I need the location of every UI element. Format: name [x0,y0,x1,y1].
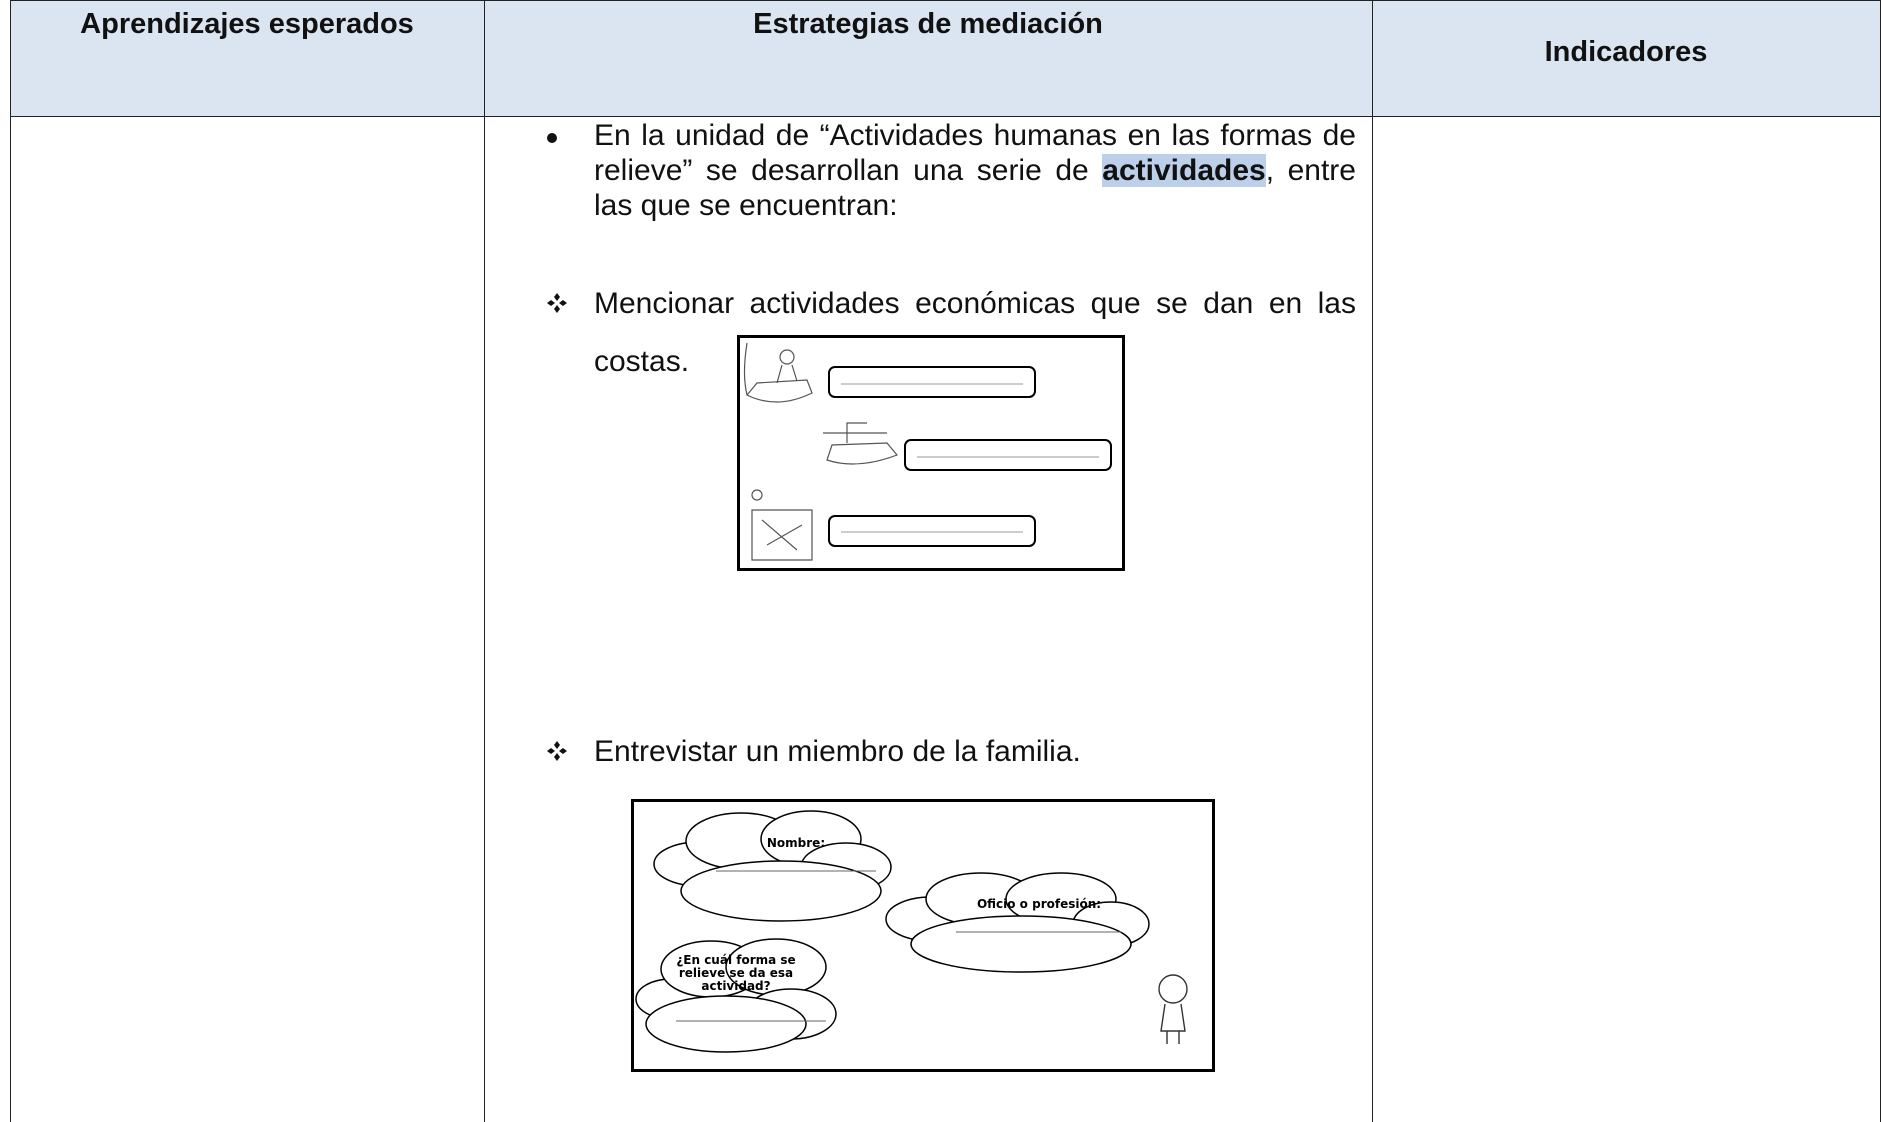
border [10,116,1881,117]
bullet [547,133,557,143]
text: , entre las que se encuentran: [594,154,1356,222]
column-header: Aprendizajes esperados [80,8,414,40]
intro-paragraph: En la unidad de “Actividades humanas en … [594,118,1356,223]
border [484,0,485,1122]
header-row [10,1,1881,116]
border [1372,0,1373,1122]
bullet [547,293,567,313]
column-header: Indicadores [1544,36,1708,68]
worksheet-label: Nombre: [767,836,825,850]
worksheet-label: Oficio o profesión: [977,897,1101,911]
bullet [547,741,567,761]
border [10,0,11,1122]
text: En la unidad de “Actividades humanas en … [594,119,1356,187]
item-text: Mencionar actividades económicas que se … [594,287,1356,378]
column-header: Estrategias de mediación [753,8,1103,40]
bold-text: actividades [1102,154,1266,187]
illustration-coast [737,335,1125,571]
worksheet-question: ¿En cuál forma se relieve se da esa activi… [676,953,795,993]
border [10,0,1881,1]
illustration-interview: Nombre: Oficio o profesión: ¿En cuál for… [631,799,1215,1072]
item-text: Entrevistar un miembro de la familia. [594,735,1081,768]
